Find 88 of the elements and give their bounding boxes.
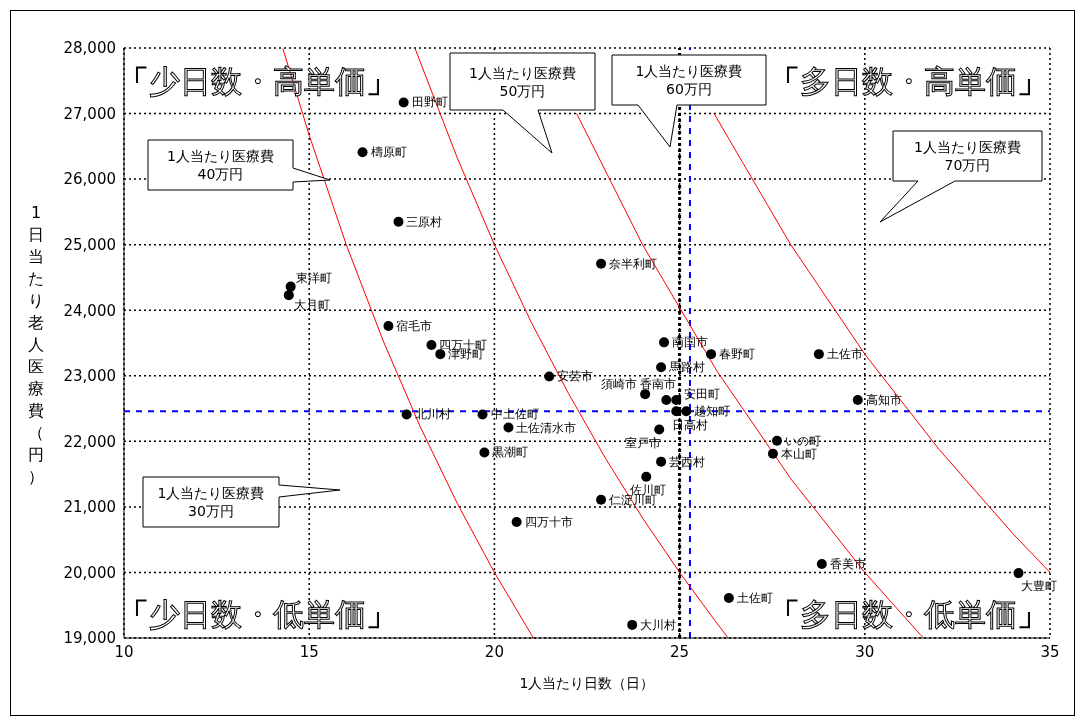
point (627, 619, 638, 630)
annotation: 大月町 (293, 298, 330, 313)
annotation: 土佐市 (826, 347, 863, 362)
annotation: 1人当たり医療費 50万円 (469, 64, 576, 99)
annotation: 1人当たり医療費 30万円 (157, 485, 265, 519)
y-tick-label: 22,000 (63, 432, 116, 451)
annotation: 越知町 (694, 404, 731, 419)
point (503, 422, 514, 433)
x-tick-label: 35 (1040, 642, 1060, 661)
point (383, 320, 394, 331)
point (435, 349, 446, 360)
point (401, 409, 412, 420)
y-tick-label: 27,000 (63, 104, 116, 123)
x-tick-label: 30 (855, 642, 875, 661)
annotation: 佐川町 (630, 482, 667, 497)
point (772, 435, 783, 446)
annotation: 土佐町 (736, 591, 773, 606)
y-tick-label: 23,000 (63, 367, 116, 386)
annotation: 「多日数・高単価」 (769, 63, 1048, 99)
speech-bubble: 1人当たり医療費 50万円 (449, 52, 596, 154)
point (706, 349, 717, 360)
annotation: 宿毛市 (396, 318, 433, 333)
point (641, 471, 652, 482)
annotation: 中土佐町 (490, 407, 539, 422)
annotation: 1人当たり医療費 60万円 (635, 63, 743, 97)
annotation: 三原村 (406, 214, 443, 229)
y-tick-label: 24,000 (63, 301, 116, 320)
annotation: 檮原町 (370, 145, 407, 160)
annotation: 安田町 (684, 387, 721, 402)
annotation: 東洋町 (295, 270, 332, 285)
annotation: 土佐清水市 (516, 420, 577, 435)
annotation: 1人当たり医療費 40万円 (167, 148, 274, 182)
annotation: 四万十市 (524, 514, 573, 529)
point (398, 97, 409, 108)
speech-bubble: 1人当たり医療費 60万円 (611, 54, 767, 148)
point (596, 494, 607, 505)
point (426, 339, 437, 350)
speech-bubble: 1人当たり医療費 30万円 (142, 476, 341, 528)
speech-bubble: 1人当たり医療費 40万円 (147, 139, 331, 191)
point (1013, 568, 1024, 579)
point (479, 447, 490, 458)
x-tick-label: 10 (114, 642, 134, 661)
x-tick-label: 25 (670, 642, 690, 661)
point (656, 456, 667, 467)
annotation: 1人当たり医療費 70万円 (914, 139, 1021, 173)
x-tick-label: 15 (299, 642, 319, 661)
point (283, 290, 294, 301)
point (671, 395, 682, 406)
text: 1日当たり老人医療費（円） (28, 203, 44, 486)
point (393, 216, 404, 227)
speech-bubble: 1人当たり医療費 70万円 (879, 130, 1043, 223)
point (816, 558, 827, 569)
annotation: 奈半利町 (609, 256, 658, 271)
point (656, 362, 667, 373)
annotation: 春野町 (719, 347, 756, 362)
point (723, 593, 734, 604)
annotation: 大川村 (640, 617, 677, 632)
y-tick-label: 25,000 (63, 235, 116, 254)
y-tick-label: 21,000 (63, 498, 116, 517)
annotation: 高知市 (865, 393, 902, 408)
point (544, 371, 555, 382)
point (767, 448, 778, 459)
annotation: 大豊町 (1020, 579, 1057, 594)
point (511, 516, 522, 527)
point (640, 389, 651, 400)
annotation: 須崎市 (601, 377, 638, 392)
point (654, 424, 665, 435)
point (596, 258, 607, 269)
point (671, 406, 682, 417)
annotation: 本山町 (780, 446, 817, 461)
point (661, 395, 672, 406)
x-axis-title: 1人当たり日数（日） (519, 675, 655, 691)
annotation: 芸西村 (669, 454, 706, 469)
annotation: 北川村 (414, 407, 451, 422)
point (357, 147, 368, 158)
point (659, 337, 670, 348)
point (681, 406, 692, 417)
y-tick-label: 28,000 (63, 39, 116, 58)
annotation: 「少日数・高単価」 (118, 63, 397, 99)
y-tick-label: 20,000 (63, 563, 116, 582)
x-tick-label: 20 (484, 642, 504, 661)
y-tick-label: 26,000 (63, 170, 116, 189)
point (813, 349, 824, 360)
annotation: 香南市 (640, 377, 677, 392)
annotation: 「少日数・低単価」 (118, 596, 397, 632)
point (852, 395, 863, 406)
y-tick-label: 19,000 (63, 629, 116, 648)
point (477, 409, 488, 420)
